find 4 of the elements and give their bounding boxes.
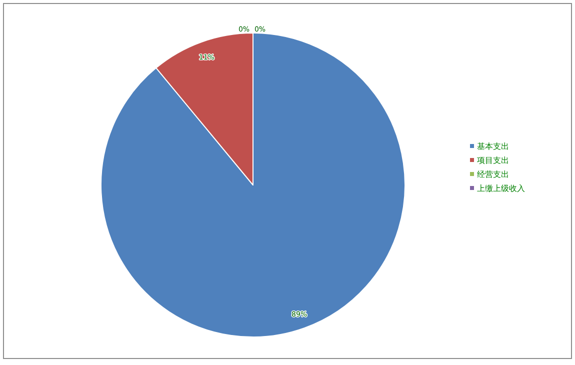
legend-label: 上缴上级收入 <box>477 184 525 193</box>
legend-label: 基本支出 <box>477 142 509 151</box>
legend-label: 经营支出 <box>477 170 509 179</box>
legend-label: 项目支出 <box>477 156 509 165</box>
